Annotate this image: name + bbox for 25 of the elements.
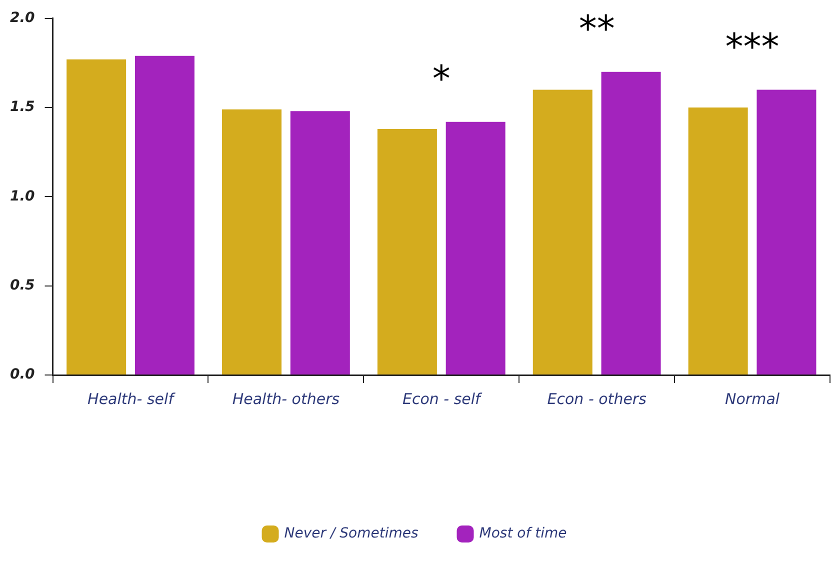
bar [134,56,194,374]
bar [290,111,350,374]
y-tick-label: 0.0 [10,366,36,383]
legend-label: Most of time [479,526,567,542]
annotation: * [432,59,450,100]
y-tick-label: 0.5 [10,277,36,294]
bar [688,108,748,374]
bar [66,59,126,374]
bar [601,72,661,374]
x-tick-label: Health- others [232,390,340,408]
x-tick-label: Normal [725,390,780,408]
y-tick-label: 1.5 [10,99,36,116]
x-tick-label: Econ - others [547,390,647,408]
bar [756,90,816,374]
bar [532,90,592,374]
bar [222,109,282,374]
x-tick-label: Health- self [88,390,176,408]
y-tick-label: 1.0 [10,188,36,204]
bar [377,128,437,374]
bar [446,122,506,374]
legend-label: Never / Sometimes [284,526,418,542]
annotation: *** [725,27,780,68]
y-tick-label: 2.0 [10,10,36,26]
x-tick-label: Econ - self [402,390,484,408]
annotation: ** [578,9,615,50]
